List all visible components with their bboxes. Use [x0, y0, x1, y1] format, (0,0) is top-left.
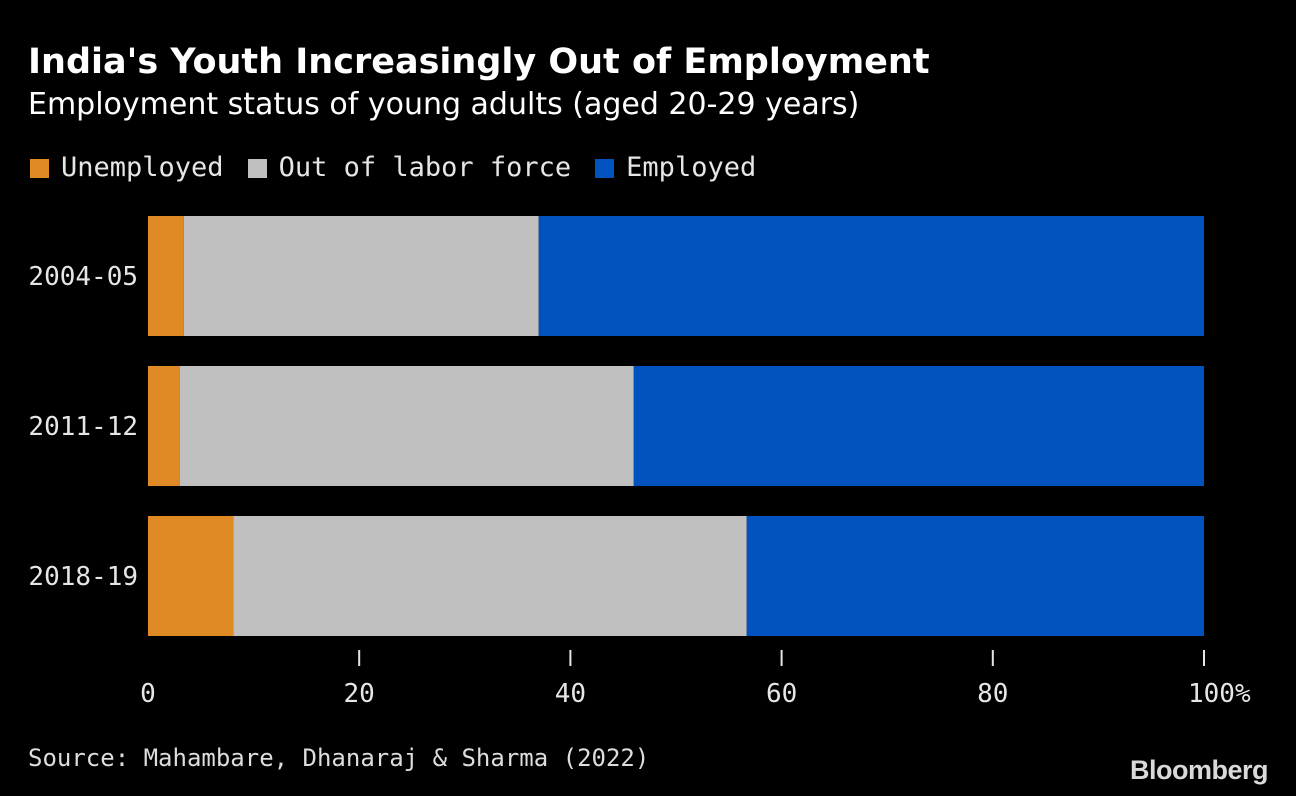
- source-note: Source: Mahambare, Dhanaraj & Sharma (20…: [28, 744, 650, 772]
- bar-unemployed-2018-19: [148, 516, 234, 636]
- bar-employed-2018-19: [746, 516, 1204, 636]
- legend-swatch-out-of-labor-force: [247, 158, 267, 178]
- category-labels-group: 2004-05 2011-12 2018-19: [28, 262, 138, 592]
- legend-item-out-of-labor-force: Out of labor force: [247, 152, 572, 184]
- legend-label-employed: Employed: [626, 152, 757, 183]
- x-tick-label-0: 0: [140, 679, 156, 709]
- x-tick-label-40: 40: [555, 679, 586, 709]
- x-tick-label-100: 100%: [1188, 679, 1251, 709]
- bar-out-of-labor-force-2018-19: [233, 516, 747, 636]
- x-tick-label-20: 20: [344, 679, 375, 709]
- legend-item-employed: Employed: [595, 152, 756, 184]
- bar-employed-2011-12: [633, 366, 1204, 486]
- x-axis: 0 20 40 60 80 100%: [140, 650, 1251, 709]
- bar-out-of-labor-force-2011-12: [179, 366, 634, 486]
- bloomberg-logo: Bloomberg: [1129, 755, 1269, 785]
- bar-employed-2004-05: [538, 216, 1204, 336]
- bar-out-of-labor-force-2004-05: [183, 216, 539, 336]
- legend-swatch-unemployed: [30, 158, 49, 178]
- legend-label-unemployed: Unemployed: [61, 152, 224, 183]
- chart-subtitle: Employment status of young adults (aged …: [28, 87, 860, 122]
- legend: Unemployed Out of labor force Employed: [30, 152, 780, 184]
- legend-label-out-of-labor-force: Out of labor force: [278, 152, 572, 183]
- x-tick-label-60: 60: [766, 679, 797, 709]
- x-tick-label-80: 80: [977, 679, 1008, 709]
- category-label-2011-12: 2011-12: [28, 412, 138, 442]
- bar-unemployed-2011-12: [148, 366, 180, 486]
- category-label-2004-05: 2004-05: [28, 262, 138, 292]
- legend-item-unemployed: Unemployed: [30, 152, 224, 184]
- bar-unemployed-2004-05: [148, 216, 184, 336]
- legend-swatch-employed: [595, 158, 615, 178]
- chart-title: India's Youth Increasingly Out of Employ…: [28, 42, 930, 82]
- bars-group: [148, 216, 1204, 636]
- category-label-2018-19: 2018-19: [28, 562, 138, 592]
